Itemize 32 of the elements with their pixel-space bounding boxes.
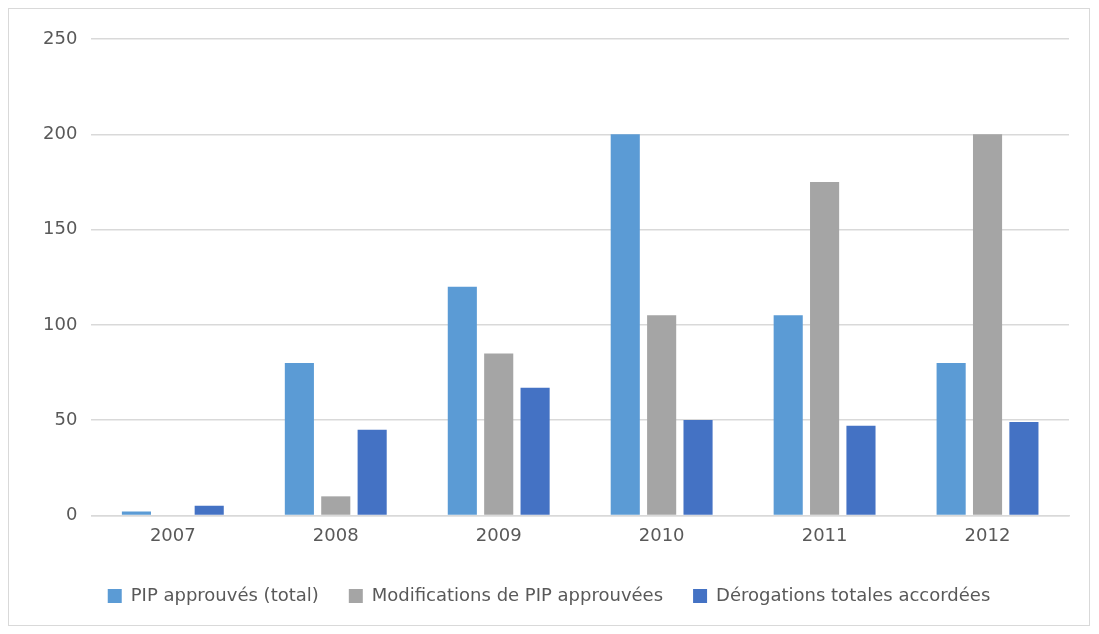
x-tick-label: 2009 — [475, 523, 522, 545]
bar — [284, 362, 314, 515]
x-tick-label: 2008 — [312, 523, 359, 545]
y-tick-label: 0 — [65, 503, 78, 525]
bar — [936, 362, 966, 515]
legend-label: Dérogations totales accordées — [716, 583, 991, 605]
bar — [121, 511, 151, 515]
bar — [683, 420, 713, 515]
y-tick-label: 100 — [43, 312, 78, 334]
bar — [321, 496, 351, 515]
bar — [647, 315, 677, 515]
bar — [357, 429, 387, 515]
legend-label: Modifications de PIP approuvées — [371, 583, 664, 605]
y-tick-label: 150 — [43, 217, 78, 239]
bar — [846, 425, 876, 515]
bar — [520, 387, 550, 515]
x-tick-label: 2011 — [801, 523, 848, 545]
x-tick-label: 2007 — [149, 523, 196, 545]
bar — [972, 134, 1003, 515]
bar — [447, 286, 477, 515]
legend-label: PIP approuvés (total) — [130, 583, 319, 605]
bar — [610, 134, 640, 515]
y-tick-label: 200 — [43, 121, 78, 143]
x-tick-label: 2012 — [964, 523, 1011, 545]
y-tick-label: 250 — [43, 26, 78, 48]
x-tick-label: 2010 — [638, 523, 685, 545]
bar — [1009, 422, 1039, 515]
bar — [773, 315, 803, 515]
y-tick-label: 50 — [54, 407, 78, 429]
bar — [810, 181, 840, 515]
bar — [484, 353, 514, 515]
bar — [194, 505, 224, 515]
